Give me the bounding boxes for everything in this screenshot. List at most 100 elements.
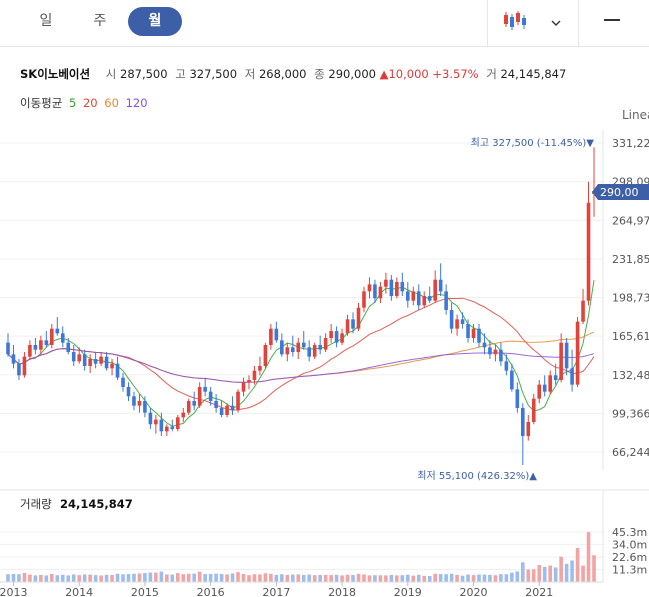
min-annotation: 최저 55,100 (426.32%)▲ — [417, 470, 537, 482]
volume-bar — [504, 574, 509, 582]
candle-body — [400, 282, 405, 292]
candle-body — [55, 328, 60, 334]
volume-bar — [33, 575, 38, 582]
volume-bar — [126, 574, 131, 582]
volume-bar — [88, 574, 92, 582]
candle-body — [181, 412, 186, 418]
volume-bar — [71, 574, 76, 582]
candle-body — [6, 342, 10, 355]
candle-body — [433, 279, 437, 301]
candle-body — [143, 400, 147, 413]
candle-body — [318, 344, 322, 350]
volume-bar — [564, 563, 569, 582]
ohlc-info-row: SK이노베이션 시 287,500 고 327,500 저 268,000 종 … — [20, 66, 566, 82]
ma-line-20 — [7, 297, 595, 411]
volume-bar — [444, 574, 448, 582]
candle-body — [258, 365, 262, 371]
close-value: 290,000 — [328, 67, 376, 81]
candle-body — [290, 347, 295, 352]
price-tick-label: 132,48 — [612, 369, 649, 382]
tab-monthly[interactable]: 월 — [128, 7, 182, 36]
volume-bar — [433, 573, 437, 582]
volume-panel-value: 24,145,847 — [60, 497, 133, 511]
volume-bar — [345, 574, 350, 582]
volume-bar — [214, 573, 218, 582]
candle-body — [22, 356, 27, 376]
candle-body — [50, 328, 54, 345]
candle-body — [373, 284, 377, 299]
volume-bar — [422, 575, 427, 582]
top-toolbar: 일 주 월 — [0, 0, 649, 47]
volume-bar — [39, 574, 43, 582]
candle-body — [137, 400, 142, 406]
volume-bar — [427, 575, 432, 582]
volume-bar — [592, 555, 596, 582]
volume-bar — [455, 574, 459, 582]
volume-bar — [148, 572, 153, 582]
volume-bar — [405, 574, 410, 582]
candle-body — [66, 342, 71, 352]
candle-body — [329, 331, 333, 339]
candle-body — [548, 375, 552, 392]
ma-line-5 — [7, 280, 595, 427]
volume-panel-label: 거래량 — [20, 497, 52, 511]
volume-bar — [362, 574, 366, 582]
tab-daily[interactable]: 일 — [39, 13, 53, 29]
candle-body — [175, 417, 180, 429]
volume-bar — [269, 573, 273, 582]
candle-body — [471, 328, 476, 339]
tab-weekly[interactable]: 주 — [93, 13, 107, 29]
candle-body — [274, 328, 279, 341]
price-tick-label: 99,366 — [612, 407, 649, 420]
volume-bar — [115, 573, 120, 582]
candle-body — [411, 291, 416, 301]
candle-body — [219, 407, 224, 415]
candle-body — [493, 349, 498, 355]
volume-bar — [104, 574, 109, 582]
candle-body — [197, 386, 202, 406]
candle-body — [110, 363, 114, 369]
volume-bar — [449, 573, 454, 582]
volume-bar — [197, 571, 202, 582]
toolbar-divider — [578, 0, 579, 47]
volume-bar — [44, 575, 49, 582]
candle-body — [252, 370, 257, 380]
open-value: 287,500 — [120, 67, 168, 81]
ma-label: 이동평균 — [20, 96, 63, 110]
volume-bar — [208, 573, 213, 582]
candle-body — [351, 319, 355, 329]
toolbar-divider — [487, 0, 488, 47]
price-tick-label: 231,85 — [612, 253, 649, 266]
volume-bar — [570, 560, 574, 582]
scale-mode-label[interactable]: Linea — [622, 108, 649, 122]
candle-body — [542, 384, 547, 392]
volume-bar — [137, 573, 142, 582]
low-label: 저 — [244, 67, 256, 81]
hamburger-menu-icon[interactable] — [604, 19, 620, 21]
volume-bar — [175, 573, 180, 582]
candle-body — [82, 354, 87, 366]
candle-body — [592, 191, 596, 194]
volume-bar — [416, 574, 421, 582]
x-tick-label: 2020 — [460, 586, 488, 597]
x-tick-label: 2015 — [131, 586, 159, 597]
candle-body — [225, 405, 229, 415]
stock-name: SK이노베이션 — [20, 67, 91, 81]
candle-body — [340, 333, 344, 343]
volume-bar — [581, 565, 585, 582]
candle-body — [482, 342, 487, 348]
volume-bar — [28, 574, 32, 582]
ma-line-120 — [7, 348, 595, 383]
x-tick-label: 2018 — [328, 586, 356, 597]
chevron-down-icon[interactable] — [550, 13, 562, 26]
candle-body — [460, 319, 465, 325]
candle-body — [416, 291, 421, 306]
volume-bar — [340, 575, 344, 582]
volume-tick-label: 22.6m — [612, 551, 647, 564]
volume-bars — [6, 532, 596, 582]
candle-body — [186, 400, 191, 413]
change-value: 10,000 — [388, 67, 429, 81]
candlestick-icon[interactable] — [503, 9, 529, 33]
moving-average-legend[interactable]: 이동평균 5 20 60 120 — [20, 95, 151, 111]
candle-body — [285, 347, 290, 355]
